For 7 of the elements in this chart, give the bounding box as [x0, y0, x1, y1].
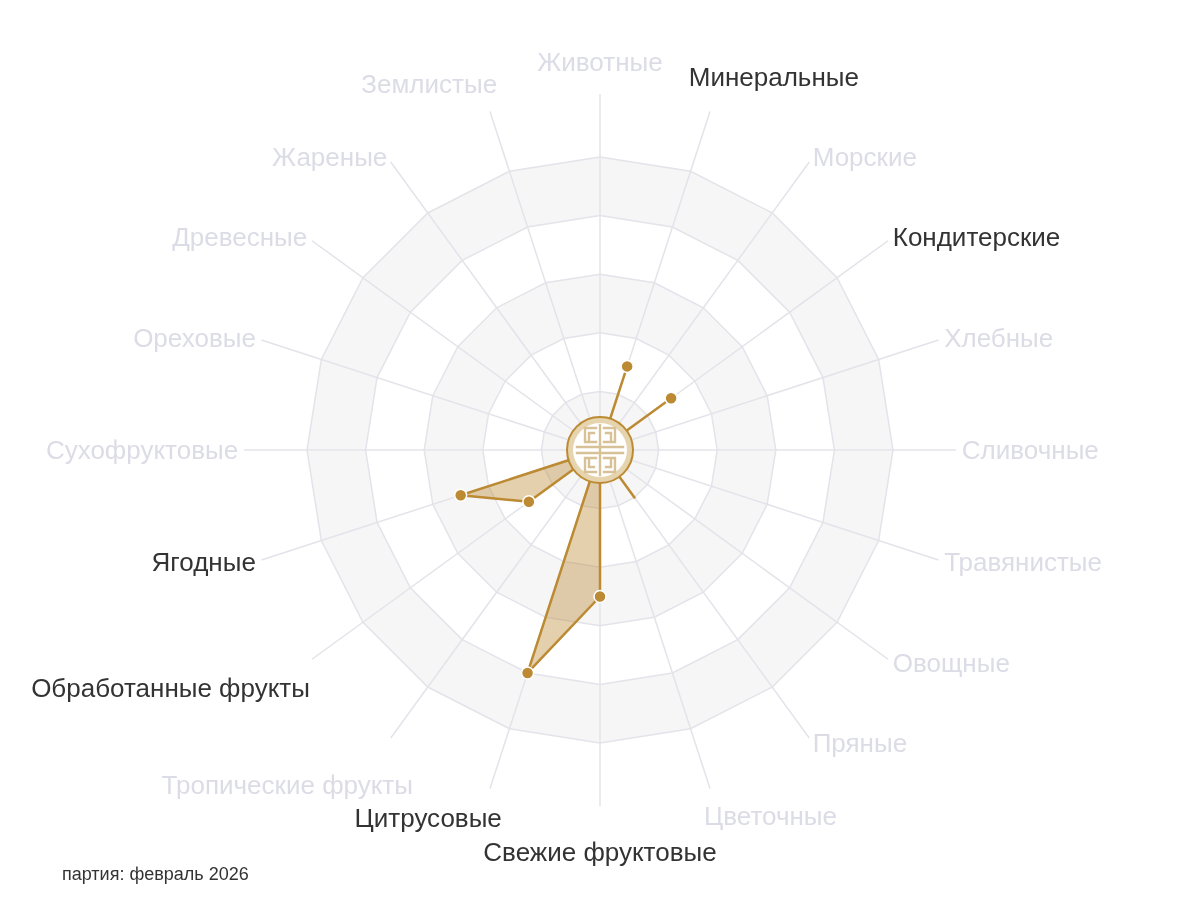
spoke-label: Кондитерские — [892, 222, 1061, 253]
spoke-label: Свежие фруктовые — [483, 836, 717, 867]
text: партия: февраль 2026 — [62, 864, 249, 885]
spoke-label: Ягодные — [151, 546, 256, 577]
spoke-label: Минеральные — [688, 62, 859, 93]
spoke-label: Обработанные фрукты — [31, 673, 310, 704]
spoke-label: Цитрусовые — [354, 803, 502, 834]
